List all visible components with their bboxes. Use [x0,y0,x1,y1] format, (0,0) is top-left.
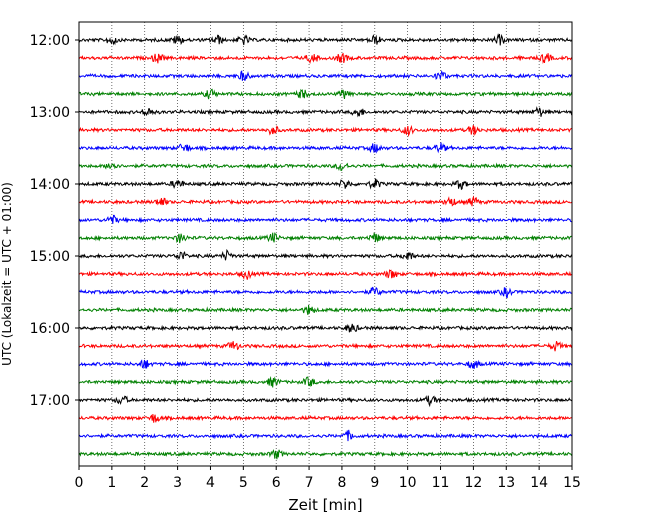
trace-line-1615 [78,341,573,352]
y-tick-label: 17:00 [30,393,70,409]
trace-line-1545 [78,304,573,316]
x-tick-label: 15 [563,475,581,491]
x-tick-label: 0 [75,475,84,491]
trace-group [78,33,573,460]
y-axis-label: UTC (Lokalzeit = UTC + 01:00) [0,182,14,366]
y-tick-label: 14:00 [30,177,70,193]
trace-line-1500 [78,248,573,261]
x-tick-label: 8 [337,475,346,491]
x-tick-label: 3 [173,475,182,491]
trace-line-1530 [78,286,573,299]
trace-line-1200 [78,33,573,46]
trace-line-1645 [78,375,573,388]
x-tick-label: 13 [497,475,515,491]
trace-line-1400 [78,178,573,191]
x-tick-label: 7 [305,475,314,491]
x-tick-label: 6 [272,475,281,491]
y-tick-label: 13:00 [30,105,70,121]
x-axis: 0 1 2 3 4 5 6 7 8 9 10 11 12 13 14 15 [75,466,581,491]
trace-line-1515 [78,269,573,281]
trace-line-1415 [78,195,573,207]
y-tick-label: 12:00 [30,33,70,49]
x-tick-label: 9 [370,475,379,491]
plot-frame [78,21,573,467]
x-tick-label: 10 [399,475,417,491]
x-tick-label: 11 [432,475,450,491]
trace-line-1600 [78,323,573,333]
trace-line-1300 [78,106,573,118]
x-tick-label: 2 [140,475,149,491]
trace-line-1245 [78,88,573,100]
y-tick-label: 16:00 [30,321,70,337]
trace-line-1445 [78,232,573,244]
y-tick-label: 15:00 [30,249,70,265]
x-tick-label: 4 [206,475,215,491]
y-axis: 12:00 13:00 14:00 15:00 16:00 17:00 [30,33,79,409]
trace-line-1745 [78,449,573,460]
trace-line-1630 [78,359,573,370]
x-axis-label: Zeit [min] [288,496,362,514]
x-tick-label: 1 [107,475,116,491]
x-tick-label: 5 [239,475,248,491]
trace-line-1330 [78,142,573,154]
grid-lines [111,22,540,466]
trace-line-1700 [78,395,573,408]
trace-line-1715 [78,414,573,423]
trace-line-1215 [78,52,573,64]
trace-line-1230 [78,69,573,81]
x-tick-label: 14 [530,475,548,491]
x-tick-label: 12 [464,475,482,491]
trace-line-1730 [78,429,573,442]
trace-line-1345 [78,162,573,172]
trace-line-1315 [78,124,573,138]
trace-line-1430 [78,214,573,224]
